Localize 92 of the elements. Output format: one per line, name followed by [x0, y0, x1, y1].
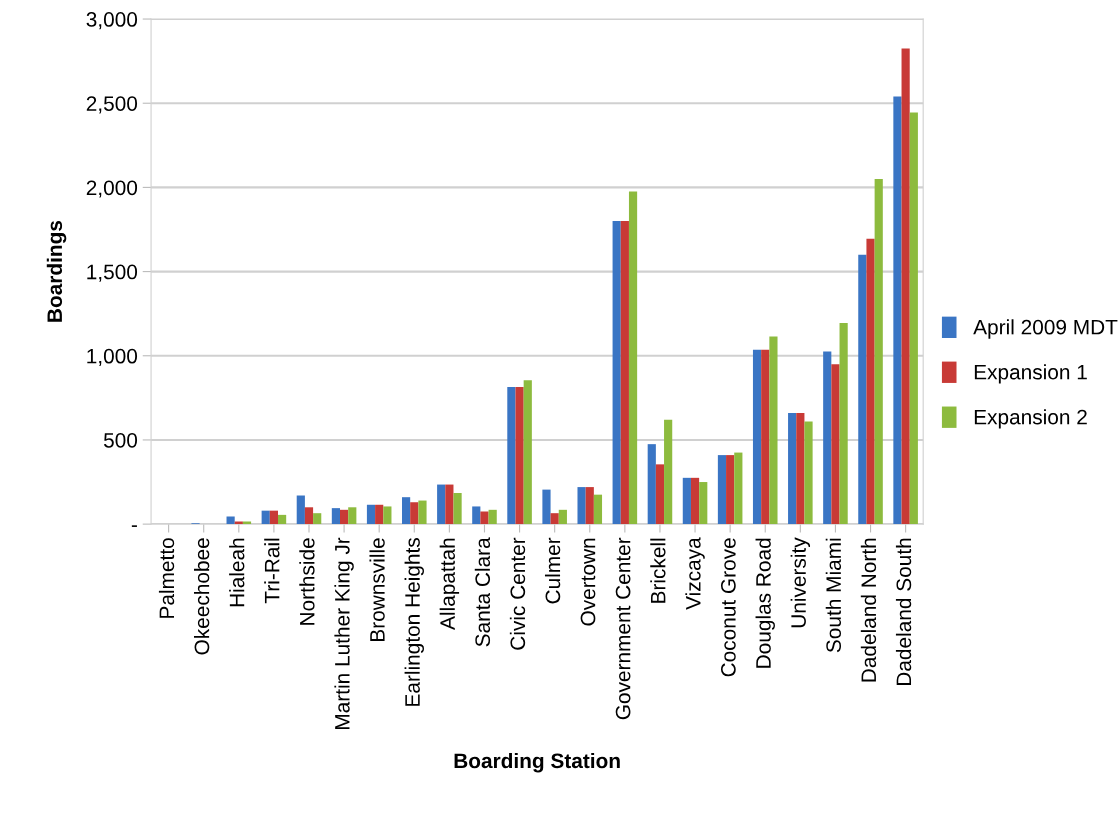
bar	[418, 500, 427, 525]
x-tick-label: Brickell	[650, 538, 666, 603]
bar	[488, 509, 497, 525]
bar	[453, 492, 462, 525]
bar	[445, 484, 454, 525]
bar	[647, 444, 656, 525]
x-tick-label: Palmetto	[158, 538, 175, 618]
bar	[593, 494, 603, 525]
y-tick-label: 2,000	[86, 180, 138, 198]
x-tick-label: Northside	[299, 538, 315, 625]
bar	[296, 495, 305, 525]
bar	[515, 386, 524, 525]
bar	[717, 455, 727, 525]
bar	[585, 487, 594, 525]
bar	[383, 506, 392, 525]
bar	[823, 351, 832, 525]
bar	[909, 112, 918, 525]
x-tick-label: Santa Clara	[474, 537, 491, 647]
bar	[437, 484, 446, 525]
x-tick-label: Overtown	[580, 538, 596, 626]
x-tick-label: Earlington Heights	[404, 538, 424, 706]
x-tick-label: Tri-Rail	[264, 538, 280, 604]
bar	[761, 349, 770, 525]
y-tick-label: 1,000	[87, 348, 138, 366]
x-tick-label: Coconut Grove	[720, 538, 736, 677]
bar	[788, 413, 797, 525]
bar	[269, 510, 278, 525]
bar	[366, 504, 376, 525]
bar	[620, 221, 629, 525]
bar	[726, 455, 735, 525]
bar	[682, 477, 691, 525]
bar	[331, 508, 340, 525]
bar	[858, 254, 867, 525]
bar	[893, 96, 902, 525]
y-tick-label: -	[131, 525, 137, 527]
y-tick-label: 500	[103, 432, 138, 448]
bar	[472, 506, 481, 525]
bar	[542, 489, 551, 525]
bar	[874, 178, 883, 525]
bar	[655, 464, 665, 525]
bar	[769, 336, 778, 525]
bar	[375, 504, 384, 525]
bar	[278, 514, 287, 525]
bar	[628, 191, 638, 525]
x-tick-label: Okeechobee	[194, 538, 210, 655]
bar	[550, 513, 559, 525]
bar	[304, 507, 314, 525]
x-tick-label: Allapattah	[439, 538, 460, 630]
x-axis-title: Boarding Station	[454, 752, 620, 773]
legend-label: Expansion 2	[974, 409, 1087, 429]
y-tick-label: 3,000	[86, 12, 138, 30]
bar	[523, 380, 532, 525]
bar	[226, 516, 235, 525]
bar	[690, 477, 700, 525]
legend-label: Expansion 1	[974, 364, 1087, 384]
x-tick-label: Civic Center	[509, 537, 526, 650]
y-tick-label: 2,500	[86, 96, 138, 114]
x-tick-label: Dadeland South	[895, 538, 912, 686]
x-tick-label: Vizcaya	[685, 537, 705, 610]
bar	[866, 238, 875, 525]
bar	[804, 421, 813, 525]
x-tick-label: Dadeland North	[860, 538, 877, 682]
bar	[480, 511, 489, 525]
bar	[340, 509, 349, 525]
x-tick-label: Brownsville	[369, 538, 385, 641]
x-tick-label: South Miami	[825, 538, 842, 653]
bar	[839, 322, 848, 525]
x-tick-label: Hialeah	[229, 538, 245, 607]
x-tick-label: Douglas Road	[755, 538, 775, 668]
bar	[734, 452, 743, 525]
y-axis-title: Boardings	[46, 220, 67, 322]
bar	[831, 364, 840, 525]
bar	[699, 482, 708, 525]
bar	[664, 419, 673, 525]
bar	[577, 487, 586, 525]
bar	[901, 48, 910, 525]
bar	[410, 502, 419, 525]
bar	[796, 413, 805, 525]
bar	[313, 513, 322, 525]
legend-label: April 2009 MDT	[973, 319, 1118, 339]
bar	[507, 386, 516, 525]
bar	[261, 510, 270, 525]
bar	[612, 221, 621, 525]
x-tick-label: University	[790, 537, 811, 628]
bar	[348, 507, 357, 525]
bar	[752, 349, 762, 525]
x-tick-label: Culmer	[544, 537, 561, 604]
y-tick-label: 1,500	[87, 264, 138, 282]
x-tick-label: Martin Luther King Jr	[334, 537, 354, 729]
x-tick-label: Government Center	[615, 537, 631, 720]
bar	[402, 497, 411, 525]
bar	[558, 509, 567, 525]
